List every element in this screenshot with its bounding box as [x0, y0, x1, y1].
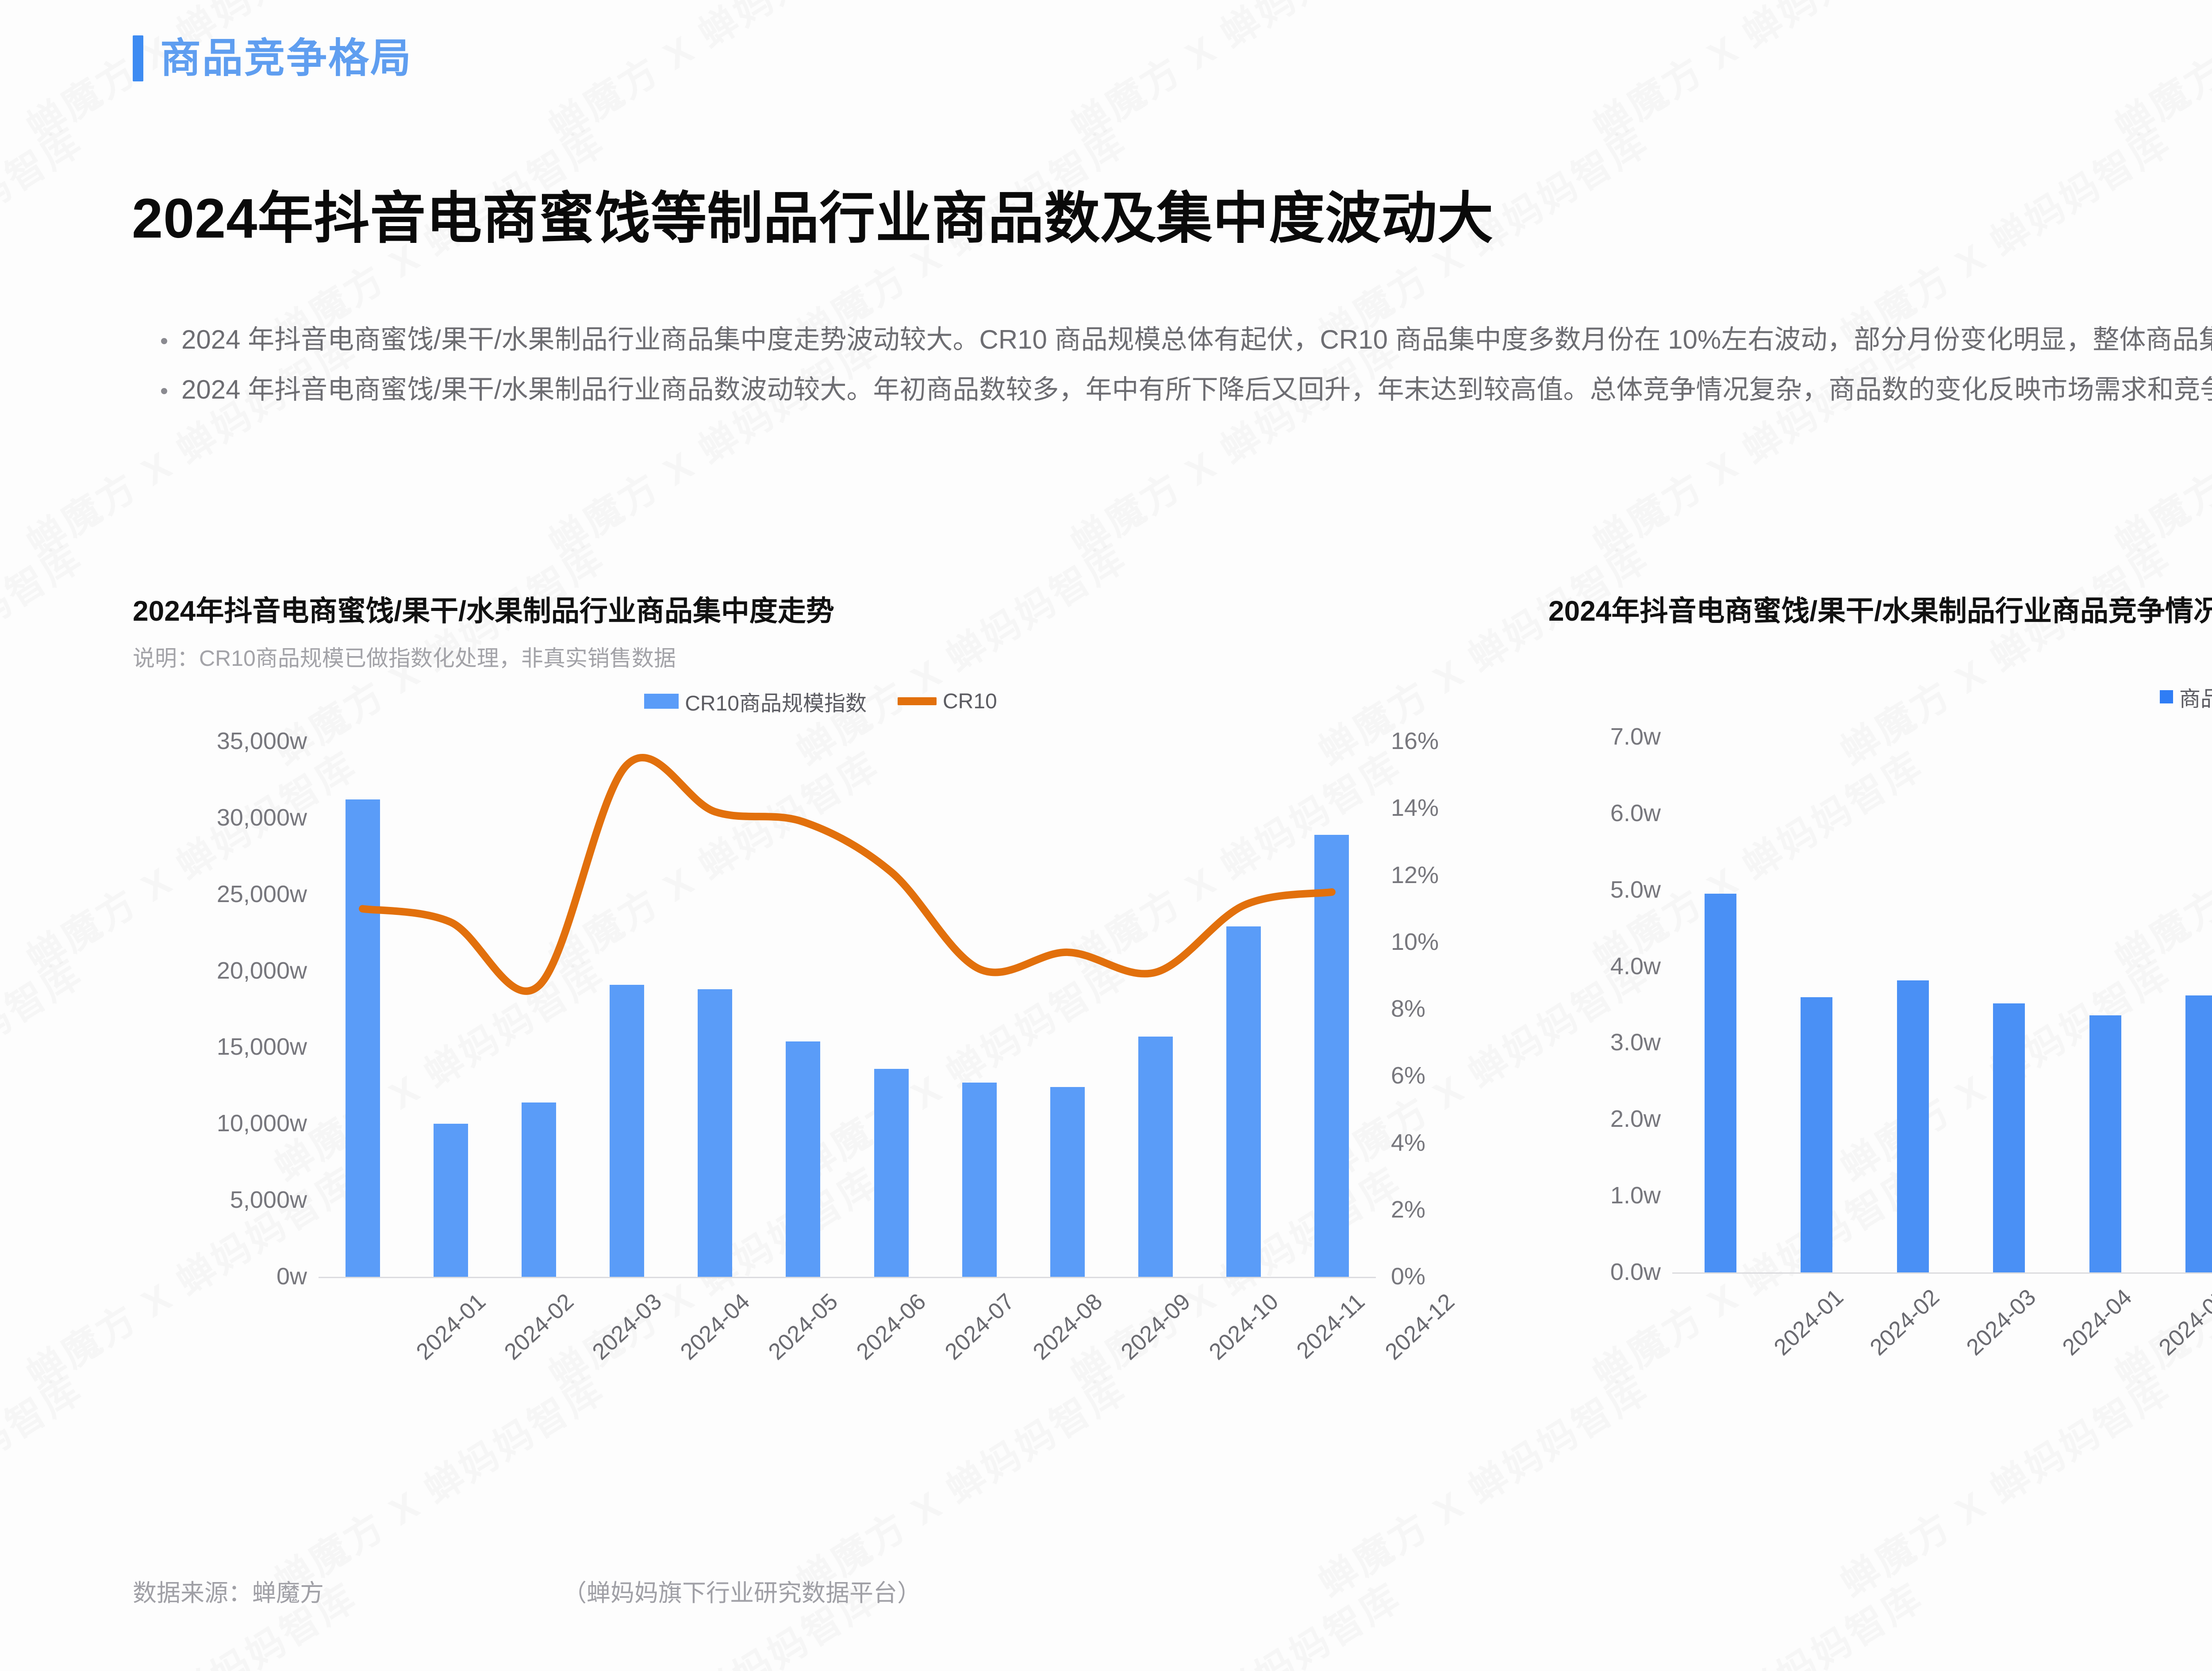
- watermark-text: 蝉魔方 X 蝉妈妈智库: [1064, 0, 1409, 150]
- y2-axis-tick-label: 14%: [1391, 795, 1439, 822]
- y-axis-tick-label: 2.0w: [1610, 1106, 1661, 1133]
- chart-title-right: 2024年抖音电商蜜饯/果干/水果制品行业商品竞争情况: [1548, 595, 2212, 627]
- watermark-text: 蝉魔方 X 蝉妈妈智库: [1586, 0, 1931, 150]
- legend-label: CR10商品规模指数: [685, 692, 867, 715]
- x-axis-tick-label: 2024-04: [2058, 1284, 2137, 1361]
- legend-item-bar[interactable]: 商品数量: [2159, 681, 2212, 712]
- legend-label: 商品数量: [2179, 688, 2212, 711]
- chart-bar[interactable]: [1897, 980, 1929, 1272]
- chart-bar[interactable]: [521, 1102, 556, 1277]
- section-title: 商品竞争格局: [160, 36, 413, 81]
- chart-bar[interactable]: [786, 1041, 821, 1277]
- legend-item-bar[interactable]: CR10商品规模指数: [644, 686, 867, 717]
- page-title: 2024年抖音电商蜜饯等制品行业商品数及集中度波动大: [132, 187, 1494, 250]
- chart-bar[interactable]: [345, 799, 380, 1277]
- y-axis-tick-label: 5.0w: [1610, 876, 1661, 903]
- y-axis-tick-label: 0w: [276, 1263, 307, 1290]
- chart-note-left: 说明：CR10商品规模已做指数化处理，非真实销售数据: [133, 646, 676, 671]
- chart-bar[interactable]: [1314, 834, 1349, 1277]
- chart-panel-product-count: 2024年抖音电商蜜饯/果干/水果制品行业商品竞争情况 商品数量 0.0w 1.0…: [1548, 588, 2212, 1414]
- watermark-text: 蝉魔方 X 蝉妈妈智库: [1058, 1567, 1410, 1671]
- watermark-text: 蝉魔方 X 蝉妈妈智库: [0, 536, 90, 773]
- footer-platform: （蝉妈妈旗下行业研究数据平台）: [563, 1580, 921, 1606]
- watermark-text: 蝉魔方 X 蝉妈妈智库: [1580, 1567, 1932, 1671]
- chart-plot-right: 0.0w 1.0w 2.0w 3.0w 4.0w 5.0w 6.0w 7.0w 2024-01 2…: [1548, 724, 2212, 1414]
- legend-item-line[interactable]: CR10: [898, 689, 997, 714]
- chart-bar[interactable]: [2089, 1015, 2121, 1272]
- y-axis-tick-label: 4.0w: [1610, 953, 1661, 980]
- chart-line-series: [359, 754, 1336, 995]
- chart-bar[interactable]: [433, 1124, 468, 1277]
- chart-legend-right: 商品数量: [1548, 681, 2212, 712]
- y-axis-tick-label: 35,000w: [216, 728, 307, 754]
- chart-bar[interactable]: [1138, 1037, 1173, 1277]
- y2-axis-tick-label: 12%: [1391, 861, 1439, 888]
- chart-bar[interactable]: [874, 1068, 909, 1277]
- y-axis-tick-label: 0.0w: [1610, 1259, 1661, 1285]
- chart-title-left: 2024年抖音电商蜜饯/果干/水果制品行业商品集中度走势: [133, 595, 834, 627]
- watermark-text: 蝉魔方 X 蝉妈妈智库: [0, 120, 90, 357]
- x-axis-baseline: [319, 1277, 1376, 1278]
- footer: 数据来源：蝉魔方 （蝉妈妈旗下行业研究数据平台）: [133, 1573, 921, 1608]
- x-axis-tick-label: 2024-02: [1865, 1284, 1945, 1361]
- y2-axis-tick-label: 8%: [1391, 995, 1426, 1022]
- bullet-item: 2024 年抖音电商蜜饯/果干/水果制品行业商品数波动较大。年初商品数较多，年中…: [155, 369, 2212, 410]
- chart-bar[interactable]: [610, 984, 645, 1277]
- y-axis-tick-label: 20,000w: [216, 957, 307, 984]
- y-axis-tick-label: 1.0w: [1610, 1182, 1661, 1209]
- y2-axis-tick-label: 4%: [1391, 1129, 1426, 1156]
- bullet-list: 2024 年抖音电商蜜饯/果干/水果制品行业商品集中度走势波动较大。CR10 商…: [155, 319, 2212, 419]
- x-axis-tick-label: 2024-01: [1769, 1284, 1848, 1361]
- y2-axis-tick-label: 2%: [1391, 1196, 1426, 1223]
- y-axis-tick-label: 10,000w: [216, 1110, 307, 1137]
- y-axis-tick-label: 15,000w: [216, 1033, 307, 1060]
- y-axis-tick-label: 25,000w: [216, 880, 307, 907]
- chart-legend-left: CR10商品规模指数 CR10: [133, 686, 1509, 717]
- chart-plot-left: 0w 5,000w 10,000w 15,000w 20,000w 25,000w 30,0…: [133, 728, 1509, 1418]
- legend-bar-swatch-icon: [644, 694, 679, 709]
- y-axis-tick-label: 6.0w: [1610, 799, 1661, 826]
- y-axis-tick-label: 3.0w: [1610, 1029, 1661, 1056]
- legend-bar-swatch-icon: [2159, 690, 2173, 703]
- y2-axis-tick-label: 10%: [1391, 928, 1439, 955]
- y-axis-tick-label: 30,000w: [216, 804, 307, 831]
- watermark-text: 蝉魔方 X 蝉妈妈智库: [2102, 1567, 2212, 1671]
- x-axis-tick-label: 2024-05: [2154, 1284, 2212, 1361]
- y2-axis-tick-label: 16%: [1391, 728, 1439, 754]
- y2-axis-tick-label: 6%: [1391, 1062, 1426, 1089]
- watermark-text: 蝉魔方 X 蝉妈妈智库: [2108, 0, 2212, 150]
- y-axis-tick-label: 5,000w: [230, 1187, 307, 1214]
- header-accent-bar: [133, 35, 143, 81]
- x-axis-baseline: [1672, 1272, 2212, 1274]
- legend-label: CR10: [943, 689, 997, 713]
- watermark-text: 蝉魔方 X 蝉妈妈智库: [541, 0, 887, 150]
- chart-bar[interactable]: [698, 989, 733, 1277]
- x-axis-tick-label: 2024-03: [1961, 1284, 2041, 1361]
- chart-bar[interactable]: [1704, 894, 1736, 1272]
- legend-line-swatch-icon: [898, 697, 937, 705]
- watermark-text: 蝉魔方 X 蝉妈妈智库: [0, 952, 90, 1189]
- chart-bar[interactable]: [1993, 1003, 2025, 1272]
- y-axis-tick-label: 7.0w: [1610, 723, 1661, 750]
- chart-bar[interactable]: [1050, 1087, 1085, 1277]
- chart-bar[interactable]: [962, 1082, 997, 1277]
- y2-axis-tick-label: 0%: [1391, 1263, 1426, 1290]
- section-header: 商品竞争格局: [133, 35, 412, 81]
- chart-bar[interactable]: [1226, 926, 1261, 1277]
- watermark-text: 蝉魔方 X 蝉妈妈智库: [0, 1368, 90, 1605]
- chart-bar[interactable]: [1801, 997, 1833, 1272]
- footer-source: 数据来源：蝉魔方: [133, 1580, 324, 1606]
- bullet-item: 2024 年抖音电商蜜饯/果干/水果制品行业商品集中度走势波动较大。CR10 商…: [155, 319, 2212, 360]
- chart-bar[interactable]: [2185, 995, 2212, 1272]
- chart-panel-concentration: 2024年抖音电商蜜饯/果干/水果制品行业商品集中度走势 说明：CR10商品规模…: [133, 588, 1509, 1418]
